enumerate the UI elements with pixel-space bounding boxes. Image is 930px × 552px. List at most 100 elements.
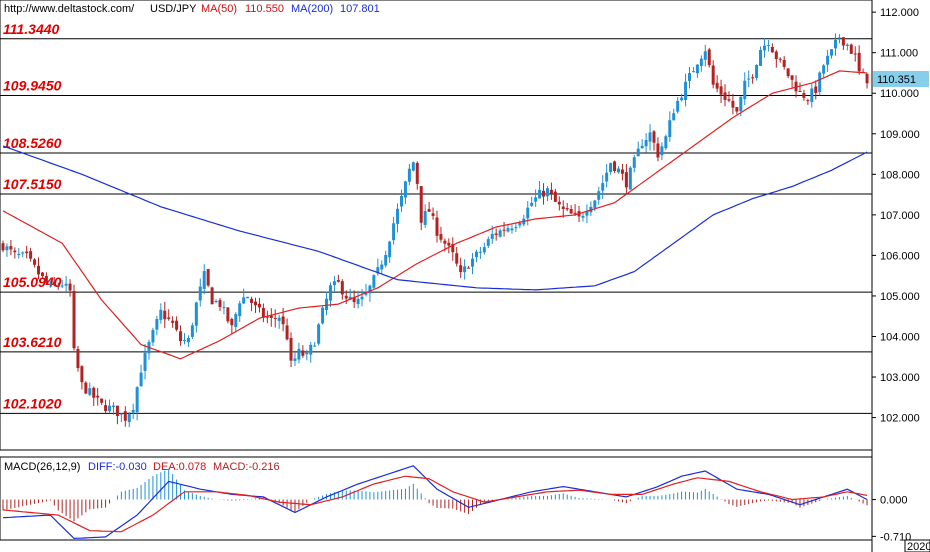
candle-body: [620, 169, 624, 174]
candle-body: [727, 99, 731, 101]
time-axis-label: 2020: [907, 541, 930, 552]
candle-body: [830, 49, 834, 56]
candle-body: [68, 283, 72, 291]
candle-body: [72, 291, 76, 349]
candle-body: [585, 211, 589, 216]
candle-body: [471, 258, 475, 267]
candle-body: [348, 296, 352, 300]
candle-body: [285, 325, 289, 340]
candle-body: [419, 186, 423, 223]
candle-body: [676, 100, 680, 112]
candle-body: [309, 344, 313, 355]
candle-body: [624, 172, 628, 188]
candle-body: [254, 301, 258, 306]
candle-body: [822, 65, 826, 74]
candle-body: [48, 283, 52, 285]
candle-body: [853, 53, 857, 55]
price-axis-tick-label: 104.000: [880, 331, 920, 343]
candle-body: [273, 318, 277, 320]
ma50-line: [2, 70, 868, 360]
candle-body: [179, 331, 183, 342]
ma200-label: MA(200): [291, 3, 334, 15]
ma200-value: 107.801: [340, 3, 380, 15]
candle-body: [33, 259, 37, 265]
candle-body: [431, 213, 435, 216]
candle-body: [182, 339, 186, 342]
candle-body: [743, 80, 747, 100]
candle-body: [60, 285, 64, 287]
candle-body: [581, 215, 585, 218]
candle-body: [613, 161, 617, 171]
candle-body: [565, 208, 569, 210]
candle-body: [388, 241, 392, 258]
candle-body: [628, 167, 632, 190]
candle-body: [403, 181, 407, 198]
price-axis-tick-label: 108.000: [880, 169, 920, 181]
candle-body: [865, 73, 869, 84]
candle-body: [841, 37, 845, 46]
candle-body: [640, 145, 644, 149]
candle-body: [186, 337, 190, 343]
candle-body: [360, 296, 364, 300]
candle-body: [490, 233, 494, 239]
candle-body: [538, 189, 542, 199]
macd-dea-value: DEA:0.078: [153, 461, 207, 473]
candle-body: [131, 409, 135, 413]
candle-body: [143, 352, 147, 371]
candle-body: [76, 348, 80, 369]
candle-body: [411, 162, 415, 171]
candle-body: [684, 81, 688, 100]
candle-body: [190, 325, 194, 337]
candle-body: [703, 51, 707, 60]
candle-body: [92, 387, 96, 398]
candle-body: [427, 209, 431, 212]
candle-body: [770, 46, 774, 53]
candle-body: [719, 86, 723, 95]
price-axis-tick-label: 103.000: [880, 372, 920, 384]
candle-body: [506, 228, 510, 232]
candle-body: [715, 82, 719, 89]
candle-body: [762, 45, 766, 51]
candle-body: [111, 405, 115, 407]
candle-body: [175, 320, 179, 330]
candle-body: [766, 45, 770, 47]
candle-body: [123, 411, 127, 421]
candle-body: [104, 405, 108, 412]
candle-body: [52, 281, 56, 285]
candle-body: [632, 157, 636, 168]
candle-body: [171, 320, 175, 323]
candle-body: [668, 120, 672, 138]
candle-body: [40, 272, 44, 277]
candle-body: [25, 251, 29, 254]
candle-body: [84, 382, 88, 394]
candle-body: [534, 197, 538, 202]
candle-body: [289, 337, 293, 361]
candle-body: [230, 319, 234, 326]
candle-body: [802, 93, 806, 98]
price-axis-tick-label: 111.000: [880, 48, 918, 60]
support-resistance-label: 102.1020: [3, 395, 62, 411]
candle-body: [159, 309, 163, 320]
candle-body: [80, 366, 84, 383]
candle-body: [459, 265, 463, 272]
candle-body: [415, 162, 419, 184]
candle-body: [806, 100, 810, 102]
candle-body: [206, 269, 210, 286]
macd-label: MACD(26,12,9): [4, 461, 81, 473]
candle-body: [530, 202, 534, 206]
candle-body: [526, 207, 530, 219]
candle-body: [139, 372, 143, 387]
candle-body: [108, 405, 112, 412]
candle-body: [439, 234, 443, 240]
candle-body: [549, 189, 553, 194]
price-axis-tick-label: 105.000: [880, 291, 920, 303]
candle-body: [222, 307, 226, 309]
macd-histogram-value: MACD:-0.216: [213, 461, 280, 473]
candle-body: [798, 90, 802, 92]
candle-body: [759, 49, 763, 66]
candle-body: [218, 300, 222, 308]
candle-body: [257, 303, 261, 308]
price-axis-tick-label: 106.000: [880, 250, 920, 262]
